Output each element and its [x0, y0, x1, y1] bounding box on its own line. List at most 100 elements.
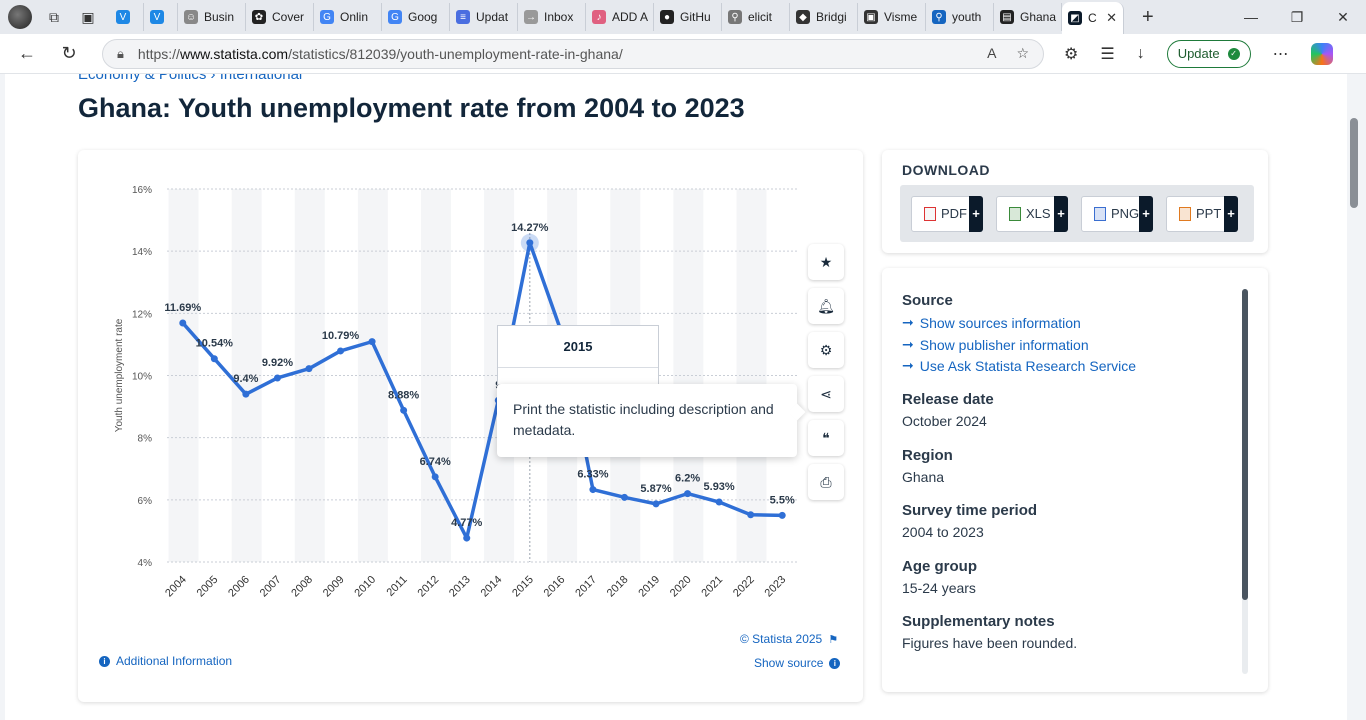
x-tick-label: 2015 — [510, 574, 536, 600]
show-source-label: Show source — [754, 656, 824, 670]
page-viewport: Economy & Politics › International Ghana… — [0, 74, 1366, 720]
copyright-link[interactable]: © Statista 2025 ⚑ — [740, 632, 838, 646]
restore-icon[interactable]: ❐ — [1290, 8, 1304, 25]
survey-period-value: 2004 to 2023 — [902, 524, 984, 540]
read-aloud-icon[interactable]: A — [987, 45, 997, 61]
plus-icon[interactable]: + — [1054, 195, 1068, 232]
tab-favicon-icon: ◆ — [796, 10, 810, 24]
show-publisher-link[interactable]: ➞ Show publisher information — [902, 336, 1089, 353]
share-icon[interactable]: ⋖ — [808, 376, 844, 412]
tab-favicon-icon: ▤ — [1000, 10, 1014, 24]
tab[interactable]: V — [110, 3, 144, 31]
url-field[interactable]: 🔒︎ https://www.statista.com/statistics/8… — [102, 38, 1044, 69]
tab[interactable]: ≡ Updat — [450, 3, 518, 31]
x-tick-label: 2014 — [479, 574, 505, 600]
tooltip-divider — [498, 367, 658, 368]
close-tab-icon[interactable]: ✕ — [1106, 10, 1117, 25]
tab[interactable]: ⚲ elicit — [722, 3, 790, 31]
tab[interactable]: ♪ ADD A — [586, 3, 654, 31]
data-point — [684, 490, 692, 498]
additional-information-link[interactable]: i Additional Information — [99, 654, 232, 668]
x-tick-label: 2013 — [447, 574, 473, 600]
more-menu-icon[interactable]: ⋯ — [1272, 45, 1289, 63]
data-label: 5.87% — [640, 483, 671, 495]
tab[interactable]: ☺ Busin — [178, 3, 246, 31]
tab[interactable]: ▣ Visme — [858, 3, 926, 31]
ask-statista-link[interactable]: ➞ Use Ask Statista Research Service — [902, 357, 1136, 374]
close-window-icon[interactable]: ✕ — [1337, 8, 1349, 25]
address-bar-row: ← ↻ 🔒︎ https://www.statista.com/statisti… — [0, 34, 1366, 74]
workspaces-icon[interactable]: ⧉ — [49, 8, 59, 25]
tab[interactable]: ▤ Ghana — [994, 3, 1062, 31]
download-xls-button[interactable]: XLS + — [996, 195, 1068, 232]
notification-bell-icon[interactable]: 🔔︎ — [808, 288, 844, 324]
new-tab-icon[interactable]: + — [1142, 5, 1154, 28]
data-point — [242, 390, 250, 398]
tab-label: elicit — [748, 10, 773, 24]
back-icon[interactable]: ← — [18, 43, 36, 63]
region-value: Ghana — [902, 469, 945, 485]
tab[interactable]: G Goog — [382, 3, 450, 31]
plus-icon[interactable]: + — [1224, 195, 1238, 232]
download-pdf-button[interactable]: PDF + — [911, 195, 983, 232]
tab[interactable]: → Inbox — [518, 3, 586, 31]
tab[interactable]: ⚲ youth — [926, 3, 994, 31]
refresh-icon[interactable]: ↻ — [61, 43, 77, 63]
favorite-star-icon[interactable]: ★ — [808, 244, 844, 280]
page-scrollbar[interactable] — [1350, 118, 1358, 208]
tab[interactable]: ● GitHu — [654, 3, 722, 31]
tab-favicon-icon: ♪ — [592, 10, 606, 24]
tab[interactable]: V — [144, 3, 178, 31]
metadata-scrollbar[interactable] — [1242, 289, 1248, 600]
xls-file-icon — [1009, 206, 1021, 221]
tab-label: Inbox — [544, 10, 574, 24]
tab-label: Ghana — [1020, 10, 1057, 24]
x-tick-label: 2006 — [226, 574, 252, 600]
tab[interactable]: ✿ Cover — [246, 3, 314, 31]
data-point — [778, 511, 786, 519]
flag-icon: ⚑ — [828, 633, 839, 646]
profile-avatar[interactable] — [8, 5, 32, 29]
extensions-icon[interactable]: ⚙ — [1064, 45, 1079, 63]
plus-icon[interactable]: + — [1139, 195, 1153, 232]
download-ppt-button[interactable]: PPT + — [1166, 195, 1238, 232]
tab-label: Onlin — [340, 10, 369, 24]
arrow-right-icon: ➞ — [902, 336, 914, 352]
lock-icon[interactable]: 🔒︎ — [117, 45, 124, 61]
tab-active[interactable]: ◩ C ✕ — [1062, 2, 1124, 34]
data-point — [652, 500, 660, 508]
show-source-link[interactable]: Show source i — [754, 656, 841, 670]
settings-gear-icon[interactable]: ⚙ — [808, 332, 844, 368]
x-tick-label: 2004 — [163, 574, 189, 600]
tab-favicon-icon: G — [320, 10, 334, 24]
breadcrumb[interactable]: Economy & Politics › International — [78, 74, 303, 83]
print-icon[interactable]: ⎙ — [808, 464, 844, 500]
info-icon: i — [99, 655, 110, 667]
downloads-icon[interactable]: ↓ — [1136, 44, 1145, 62]
download-title: DOWNLOAD — [902, 162, 990, 178]
tab-actions-icon[interactable]: ▣ — [81, 8, 95, 25]
minimize-icon[interactable]: — — [1244, 9, 1258, 25]
cite-quote-icon[interactable]: ❝ — [808, 420, 844, 456]
page-title: Ghana: Youth unemployment rate from 2004… — [78, 93, 745, 123]
update-badge-icon: ✓ — [1227, 47, 1240, 60]
tab[interactable]: ◆ Bridgi — [790, 3, 858, 31]
tab-label: youth — [952, 10, 982, 24]
plus-icon[interactable]: + — [969, 195, 983, 232]
chart-tooltip: 2015 — [497, 325, 659, 385]
tab[interactable]: G Onlin — [314, 3, 382, 31]
update-button[interactable]: Update ✓ — [1166, 39, 1251, 68]
x-tick-label: 2009 — [321, 574, 347, 600]
tab-label: C — [1088, 11, 1097, 25]
x-tick-label: 2023 — [763, 574, 789, 600]
data-label: 11.69% — [164, 302, 201, 314]
download-label: PNG — [1111, 206, 1140, 221]
supplementary-notes-heading: Supplementary notes — [902, 613, 1055, 630]
y-axis-label: Youth unemployment rate — [114, 318, 125, 432]
show-sources-link[interactable]: ➞ Show sources information — [902, 314, 1081, 331]
download-png-button[interactable]: PNG + — [1081, 195, 1153, 232]
copilot-icon[interactable] — [1310, 42, 1333, 65]
favorite-star-icon[interactable]: ☆ — [1016, 45, 1029, 61]
favorites-icon[interactable]: ☰ — [1100, 45, 1115, 63]
tab-label: ADD A — [612, 10, 649, 24]
